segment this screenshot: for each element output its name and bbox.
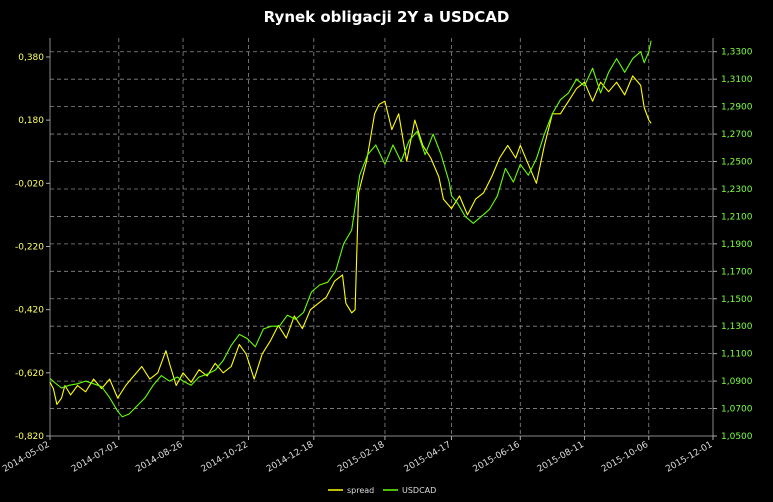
left-tick-label: -0,020	[15, 179, 44, 189]
right-tick-label: 1,0900	[721, 377, 753, 387]
x-tick-label: 2015-06-16	[471, 440, 522, 475]
right-tick-label: 1,1300	[721, 322, 753, 332]
right-tick-label: 1,2100	[721, 212, 753, 222]
x-tick-label: 2014-07-01	[70, 440, 120, 475]
series-group	[49, 40, 652, 418]
right-tick-label: 1,3300	[721, 48, 753, 58]
right-tick-label: 1,1900	[721, 240, 753, 250]
x-tick-label: 2015-10-06	[600, 440, 651, 475]
right-tick-label: 1,1100	[721, 350, 753, 360]
x-tick-label: 2015-08-11	[536, 440, 586, 475]
legend-label-usdcad: USDCAD	[402, 486, 436, 495]
left-tick-label: -0,220	[15, 242, 44, 252]
x-tick-label: 2014-08-26	[134, 440, 185, 475]
right-tick-label: 1,0500	[721, 432, 753, 442]
right-tick-label: 1,1500	[721, 295, 753, 305]
x-tick-label: 2015-04-17	[403, 440, 453, 475]
legend-label-spread: spread	[347, 486, 374, 495]
x-tick-label: 2014-10-22	[200, 440, 250, 475]
legend: spread USDCAD	[328, 486, 436, 495]
chart-title: Rynek obligacji 2Y a USDCAD	[263, 8, 510, 26]
left-tick-label: -0,420	[15, 306, 44, 316]
right-tick-label: 1,2900	[721, 103, 753, 113]
left-tick-label: -0,820	[15, 432, 44, 442]
right-tick-label: 1,1700	[721, 267, 753, 277]
right-tick-label: 1,3100	[721, 75, 753, 85]
left-tick-label: -0,620	[15, 369, 44, 379]
series-line-usdcad	[49, 40, 652, 418]
series-line-spread	[49, 75, 652, 405]
right-tick-label: 1,0700	[721, 405, 753, 415]
right-tick-label: 1,2300	[721, 185, 753, 195]
x-tick-label: 2014-05-02	[1, 440, 51, 475]
right-tick-label: 1,2500	[721, 158, 753, 168]
left-tick-label: 0,180	[18, 116, 44, 126]
axes: 1,3300 1,3100 1,2900 1,2700 1,2500 1,2300 1,21…	[1, 38, 753, 475]
left-tick-label: 0,380	[18, 53, 44, 63]
x-tick-label: 2014-12-18	[265, 440, 316, 475]
x-tick-label: 2015-02-18	[336, 440, 387, 475]
right-tick-label: 1,2700	[721, 130, 753, 140]
x-tick-label: 2015-12-01	[664, 440, 714, 475]
grid	[50, 38, 713, 437]
